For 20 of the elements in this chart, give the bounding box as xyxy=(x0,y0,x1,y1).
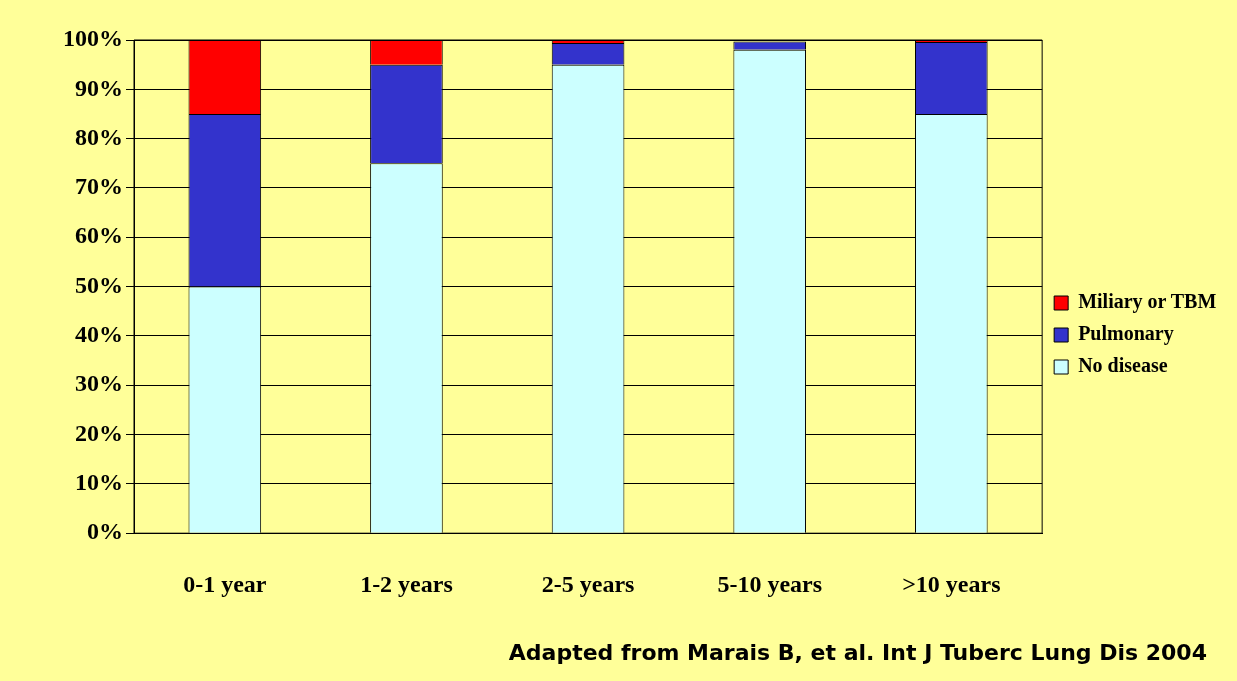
y-tick-label: 100% xyxy=(63,25,123,52)
x-tick-label: 5-10 years xyxy=(717,570,823,597)
legend-label: No disease xyxy=(1078,354,1168,377)
text: Adapted from Marais B, et al. Int J Tuberc Lung Dis 2004 xyxy=(508,640,1207,665)
x-tick-label: 0-1 year xyxy=(183,570,267,597)
y-tick-label: 0% xyxy=(87,518,123,545)
x-tick-label: 2-5 years xyxy=(541,570,635,597)
y-tick-label: 70% xyxy=(75,173,123,200)
x-tick-label: >10 years xyxy=(902,570,1001,597)
y-tick-label: 40% xyxy=(75,321,123,348)
y-tick-label: 80% xyxy=(75,123,123,150)
y-tick-label: 90% xyxy=(75,74,123,101)
x-tick-label: 1-2 years xyxy=(360,570,453,597)
y-tick-label: 60% xyxy=(75,222,123,249)
y-tick-label: 20% xyxy=(75,419,123,446)
legend-label: Miliary or TBM xyxy=(1078,290,1217,314)
y-tick-label: 50% xyxy=(75,271,123,298)
y-tick-label: 10% xyxy=(75,469,123,496)
y-tick-label: 30% xyxy=(75,370,123,397)
legend-label: Pulmonary xyxy=(1078,322,1174,346)
